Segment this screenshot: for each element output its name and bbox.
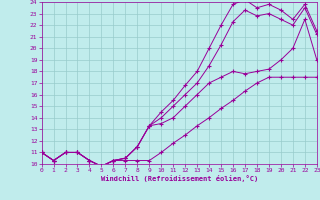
X-axis label: Windchill (Refroidissement éolien,°C): Windchill (Refroidissement éolien,°C) bbox=[100, 175, 258, 182]
